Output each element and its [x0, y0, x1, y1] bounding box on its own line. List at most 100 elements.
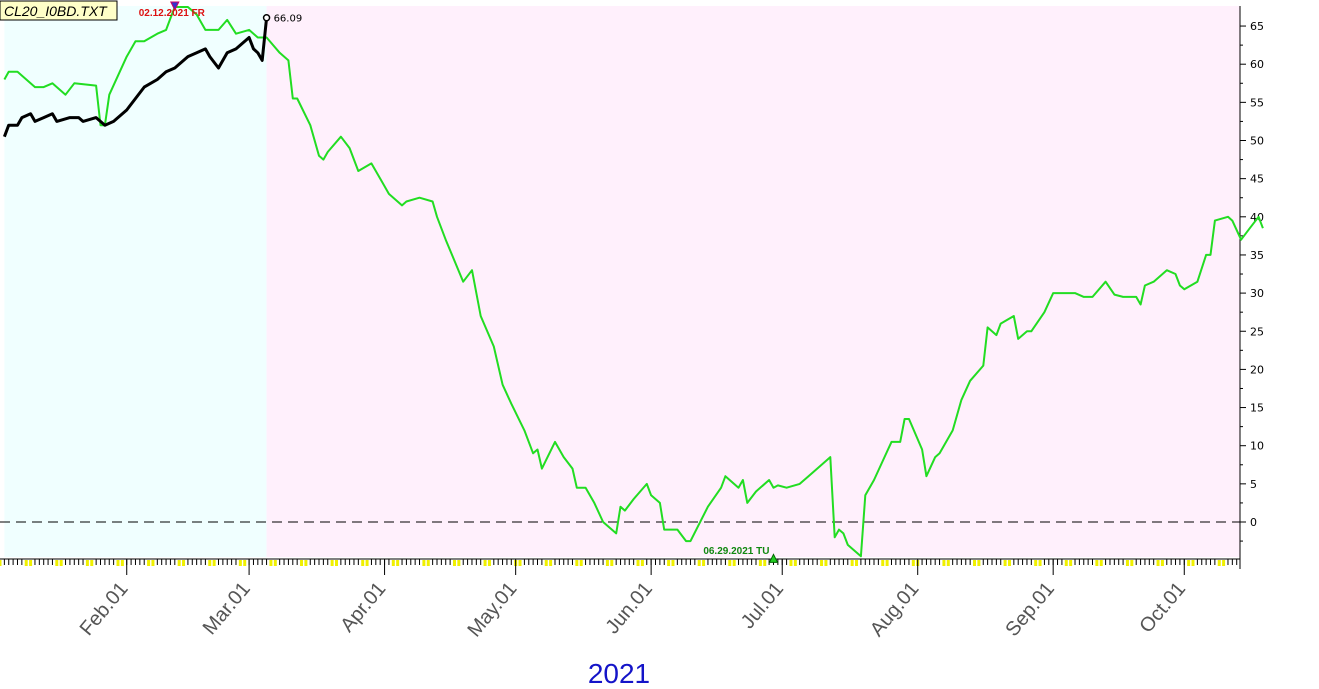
- weekend-mark: [605, 560, 609, 566]
- weekend-mark: [1069, 560, 1073, 566]
- weekend-mark: [1038, 560, 1042, 566]
- weekend-mark: [334, 560, 338, 566]
- weekend-mark: [1187, 560, 1191, 566]
- weekend-mark: [361, 560, 365, 566]
- last-value-marker-icon: [262, 13, 271, 22]
- weekend-mark: [946, 560, 950, 566]
- weekend-mark: [579, 560, 583, 566]
- y-tick-label: 30: [1250, 287, 1264, 300]
- y-tick-label: 65: [1250, 20, 1264, 33]
- weekend-mark: [820, 560, 824, 566]
- weekend-mark: [881, 560, 885, 566]
- month-label: Feb.01: [76, 578, 133, 640]
- y-tick-label: 55: [1250, 96, 1264, 109]
- weekend-mark: [391, 560, 395, 566]
- weekend-mark: [855, 560, 859, 566]
- weekend-mark: [273, 560, 277, 566]
- low-marker-icon: [768, 553, 779, 563]
- weekend-mark: [977, 560, 981, 566]
- weekend-mark: [452, 560, 456, 566]
- weekend-mark: [483, 560, 487, 566]
- last-value-label: 66.09: [274, 14, 303, 25]
- weekend-mark: [640, 560, 644, 566]
- high-marker-icon: [169, 1, 180, 12]
- y-tick-label: 10: [1250, 440, 1264, 453]
- weekend-mark: [1064, 560, 1068, 566]
- weekend-mark: [426, 560, 430, 566]
- high-annotation: 02.12.2021 FR: [139, 8, 206, 19]
- weekend-mark: [1003, 560, 1007, 566]
- weekend-mark: [549, 560, 553, 566]
- weekend-mark: [151, 560, 155, 566]
- weekend-mark: [304, 560, 308, 566]
- weekend-mark: [732, 560, 736, 566]
- weekend-mark: [575, 560, 579, 566]
- weekend-mark: [973, 560, 977, 566]
- weekend-mark: [182, 560, 186, 566]
- weekend-mark: [728, 560, 732, 566]
- weekend-mark: [243, 560, 247, 566]
- weekend-mark: [29, 560, 33, 566]
- weekend-mark: [1125, 560, 1129, 566]
- weekend-mark: [702, 560, 706, 566]
- weekend-mark: [942, 560, 946, 566]
- weekend-mark: [544, 560, 548, 566]
- weekend-mark: [793, 560, 797, 566]
- weekend-mark: [763, 560, 767, 566]
- title-box: CL20_I0BD.TXT: [0, 0, 118, 21]
- month-label: Sep.01: [1001, 578, 1059, 641]
- y-tick-label: 35: [1250, 249, 1264, 262]
- weekend-mark: [422, 560, 426, 566]
- background-regions: [4, 6, 1240, 557]
- annotations: 02.12.2021 FR 06.29.2021 TU 66.09: [139, 1, 779, 563]
- series-line-black: [2, 17, 269, 138]
- y-tick-label: 50: [1250, 135, 1264, 148]
- weekend-mark: [697, 560, 701, 566]
- region-1: [266, 6, 1240, 557]
- weekend-mark: [177, 560, 181, 566]
- y-tick-label: 15: [1250, 402, 1264, 415]
- weekend-mark: [238, 560, 242, 566]
- month-label: May.01: [463, 578, 521, 641]
- y-tick-label: 45: [1250, 173, 1264, 186]
- weekend-mark: [1099, 560, 1103, 566]
- weekend-mark: [1034, 560, 1038, 566]
- y-tick-label: 20: [1250, 363, 1264, 376]
- title-box-bg: [0, 0, 118, 21]
- year-label: 2021: [588, 658, 650, 689]
- y-tick-label: 60: [1250, 58, 1264, 71]
- weekend-mark: [24, 560, 28, 566]
- weekend-mark: [789, 560, 793, 566]
- series-group: [2, 6, 1264, 558]
- weekend-mark: [457, 560, 461, 566]
- month-label: Jun.01: [601, 578, 656, 638]
- weekend-mark: [636, 560, 640, 566]
- y-tick-label: 25: [1250, 325, 1264, 338]
- month-label: Oct.01: [1135, 578, 1190, 637]
- weekend-mark: [85, 560, 89, 566]
- weekend-mark: [0, 560, 2, 566]
- weekend-mark: [487, 560, 491, 566]
- weekend-mark: [1217, 560, 1221, 566]
- weekend-mark: [1191, 560, 1195, 566]
- weekend-mark: [120, 560, 124, 566]
- series-line-green: [3, 6, 1264, 558]
- low-annotation: 06.29.2021 TU: [703, 546, 769, 557]
- y-tick-label: 0: [1250, 516, 1257, 529]
- weekend-mark: [885, 560, 889, 566]
- weekend-mark: [300, 560, 304, 566]
- region-0: [4, 6, 267, 557]
- weekend-mark: [116, 560, 120, 566]
- weekend-mark: [1095, 560, 1099, 566]
- weekend-mark: [667, 560, 671, 566]
- weekend-mark: [610, 560, 614, 566]
- weekend-mark: [911, 560, 915, 566]
- weekend-mark: [1130, 560, 1134, 566]
- x-axis: Feb.01 Mar.01 Apr.01 May.01 Jun.01 Jul.01 Aug.…: [0, 558, 1240, 641]
- weekend-mark: [208, 560, 212, 566]
- weekend-mark: [1007, 560, 1011, 566]
- y-tick-label: 5: [1250, 478, 1257, 491]
